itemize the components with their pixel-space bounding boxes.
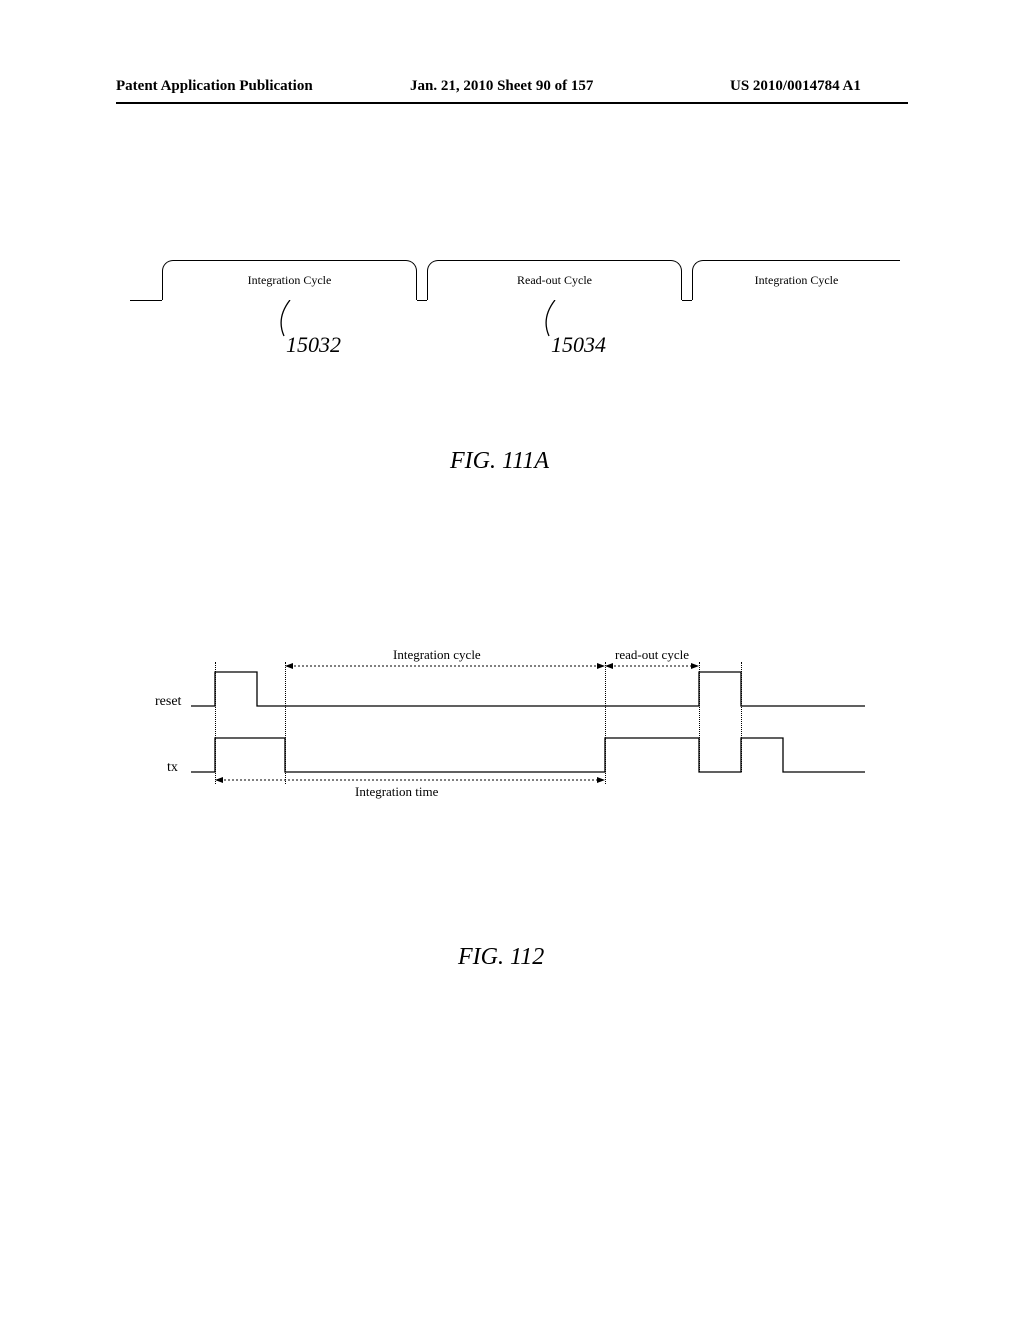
figure-label-112: FIG. 112: [458, 944, 544, 971]
span-arrow-integration-time: [215, 780, 605, 781]
cycle-label: Read-out Cycle: [517, 273, 592, 288]
baseline-seg: [130, 300, 162, 301]
figure-label-111a: FIG. 111A: [450, 448, 549, 475]
baseline-seg: [417, 300, 427, 301]
header-rule: [116, 102, 908, 104]
cycle-box-integration-1: Integration Cycle: [162, 260, 417, 300]
header-right: US 2010/0014784 A1: [730, 78, 861, 95]
label-integration-time: Integration time: [355, 784, 438, 800]
figure-112: Integration cycle read-out cycle reset t…: [145, 622, 865, 842]
header-center: Jan. 21, 2010 Sheet 90 of 157: [410, 78, 593, 95]
figure-111a: Integration Cycle 15032 Read-out Cycle 1…: [130, 260, 900, 460]
ref-number: 15032: [286, 332, 341, 358]
cycle-box-integration-2: Integration Cycle: [692, 260, 900, 300]
header-left: Patent Application Publication: [116, 78, 313, 95]
baseline-seg: [682, 300, 692, 301]
page-header: Patent Application Publication Jan. 21, …: [0, 78, 1024, 102]
cycle-label: Integration Cycle: [248, 273, 332, 288]
cycle-label: Integration Cycle: [755, 273, 839, 288]
ref-number: 15034: [551, 332, 606, 358]
cycle-box-readout: Read-out Cycle: [427, 260, 682, 300]
